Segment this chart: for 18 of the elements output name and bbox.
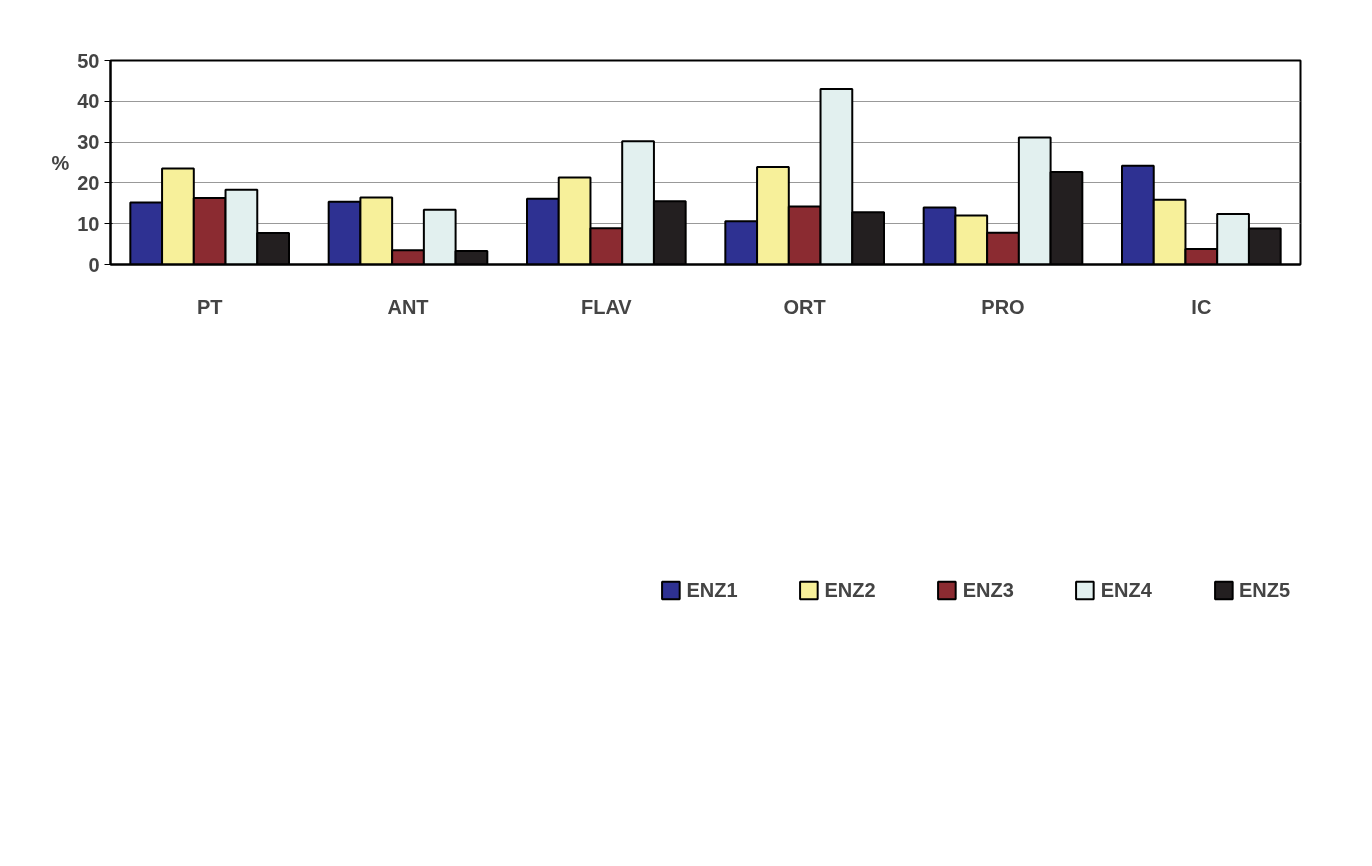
legend-label: ENZ3 [962, 578, 1014, 602]
legend-label: ENZ2 [824, 578, 876, 602]
x-tick-label: ORT [783, 295, 826, 318]
x-tick-label: PRO [981, 295, 1025, 318]
y-tick-label: 50 [77, 49, 100, 72]
x-tick-label: FLAV [580, 295, 633, 318]
legend-label: ENZ1 [686, 578, 738, 602]
legend-label: ENZ5 [1238, 578, 1290, 602]
x-tick-label: PT [196, 295, 223, 318]
x-tick-label: ANT [387, 295, 429, 318]
legend-label: ENZ4 [1100, 578, 1152, 602]
y-tick-label: 20 [77, 171, 100, 194]
y-tick-label: 0 [88, 253, 100, 276]
x-tick-label: IC [1191, 295, 1212, 318]
y-tick-label: 40 [77, 90, 100, 113]
y-tick-label: 30 [77, 131, 100, 154]
y-axis-title: % [51, 151, 70, 174]
y-tick-label: 10 [77, 212, 100, 235]
